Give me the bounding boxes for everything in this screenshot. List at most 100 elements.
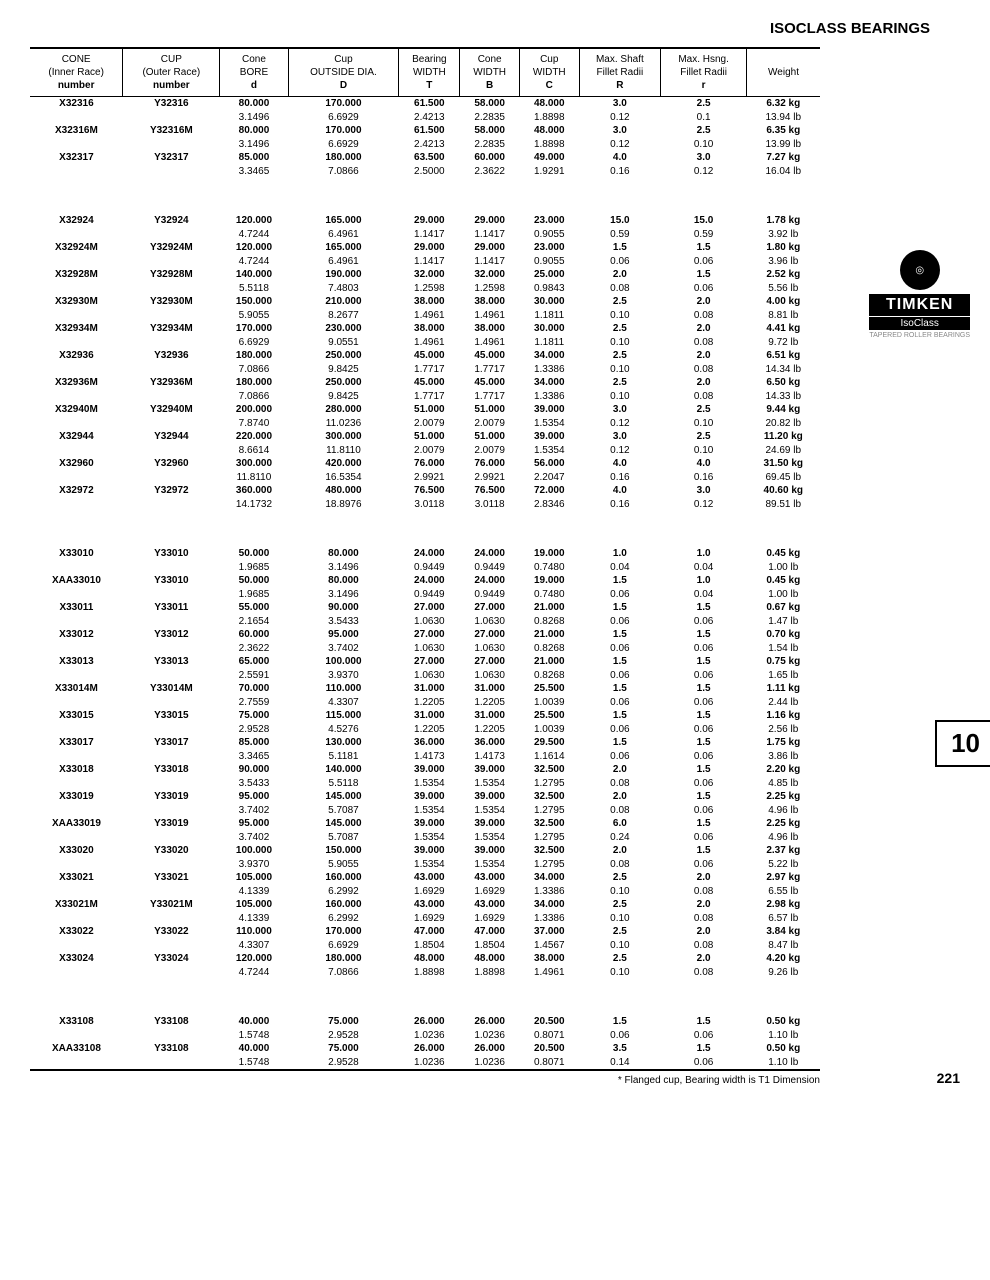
cell-value: 0.9055 — [519, 255, 579, 269]
cell-value: 1.5 — [579, 241, 661, 255]
cell-value: 1.5 — [661, 736, 747, 750]
cell-value: 6.35 kg — [747, 124, 820, 138]
cell-value: 1.65 lb — [747, 669, 820, 683]
cell-value: 1.5 — [661, 601, 747, 615]
cell-value: 0.06 — [661, 615, 747, 629]
cell-value: 1.00 lb — [747, 588, 820, 602]
cell-value: 5.5118 — [288, 777, 399, 791]
cone-number: X33012 — [30, 628, 123, 642]
cell-value: 1.9685 — [220, 588, 288, 602]
table-row: 8.661411.81102.00792.00791.53540.120.102… — [30, 444, 820, 458]
cell-value: 0.10 — [579, 363, 661, 377]
cell-value: 1.9291 — [519, 165, 579, 179]
cell-value: 32.000 — [460, 268, 520, 282]
cell-value: 1.2795 — [519, 831, 579, 845]
cell-value: 25.500 — [519, 709, 579, 723]
table-row: 3.74025.70871.53541.53541.27950.080.064.… — [30, 804, 820, 818]
cell-value: 1.5 — [661, 268, 747, 282]
brand-logo: ◎ TIMKEN IsoClass TAPERED ROLLER BEARING… — [869, 250, 970, 339]
cell-value: 32.000 — [399, 268, 460, 282]
cell-value: 58.000 — [460, 124, 520, 138]
cell-value: 9.26 lb — [747, 966, 820, 980]
cell-value: 80.000 — [288, 574, 399, 588]
cup-number: Y33108 — [123, 1042, 220, 1056]
cell-value: 3.5 — [579, 1042, 661, 1056]
cell-value: 15.0 — [661, 214, 747, 228]
cell-value: 1.0 — [661, 574, 747, 588]
cell-value: 3.3465 — [220, 165, 288, 179]
cell-value: 31.000 — [460, 709, 520, 723]
cell-value: 3.0 — [661, 151, 747, 165]
cell-value: 2.4213 — [399, 138, 460, 152]
cell-value: 29.000 — [399, 241, 460, 255]
cell-value: 2.9528 — [288, 1029, 399, 1043]
cell-value: 0.12 — [579, 417, 661, 431]
cell-value: 300.000 — [220, 457, 288, 471]
cell-value: 1.8898 — [460, 966, 520, 980]
cell-value: 1.5354 — [399, 804, 460, 818]
cell-value: 0.9449 — [460, 588, 520, 602]
cell-value: 50.000 — [220, 574, 288, 588]
cell-value: 0.04 — [579, 561, 661, 575]
cell-value: 32.500 — [519, 763, 579, 777]
cell-value: 0.06 — [579, 750, 661, 764]
cell-value: 2.5591 — [220, 669, 288, 683]
cell-value: 43.000 — [460, 871, 520, 885]
cell-value: 0.10 — [579, 885, 661, 899]
cell-value: 0.06 — [661, 642, 747, 656]
cone-number: XAA33019 — [30, 817, 123, 831]
cell-value: 0.08 — [579, 777, 661, 791]
cell-value: 0.9449 — [460, 561, 520, 575]
cell-value: 145.000 — [288, 790, 399, 804]
cell-value: 1.1417 — [399, 228, 460, 242]
cell-value: 0.8268 — [519, 642, 579, 656]
cup-number: Y32934M — [123, 322, 220, 336]
cell-value: 2.0 — [579, 790, 661, 804]
cell-value: 7.8740 — [220, 417, 288, 431]
table-row: 2.16543.54331.06301.06300.82680.060.061.… — [30, 615, 820, 629]
cell-value: 210.000 — [288, 295, 399, 309]
cell-value: 6.51 kg — [747, 349, 820, 363]
cell-value: 4.0 — [661, 457, 747, 471]
cell-value: 11.8110 — [220, 471, 288, 485]
cell-value: 0.10 — [661, 444, 747, 458]
cell-value: 1.7717 — [399, 390, 460, 404]
cell-value: 4.0 — [579, 457, 661, 471]
cell-value: 4.0 — [579, 151, 661, 165]
cell-value: 2.0 — [579, 268, 661, 282]
cell-value: 4.96 lb — [747, 804, 820, 818]
cell-value: 31.000 — [399, 709, 460, 723]
cell-value: 1.0236 — [460, 1029, 520, 1043]
column-header: ConeWIDTHB — [460, 48, 520, 97]
cell-value: 19.000 — [519, 574, 579, 588]
cell-value: 3.0 — [579, 124, 661, 138]
cell-value: 1.4961 — [399, 309, 460, 323]
cell-value: 1.47 lb — [747, 615, 820, 629]
cell-value: 51.000 — [460, 403, 520, 417]
cell-value: 1.5 — [579, 574, 661, 588]
cell-value: 29.500 — [519, 736, 579, 750]
cell-value: 6.32 kg — [747, 97, 820, 111]
cell-value: 43.000 — [399, 898, 460, 912]
table-row: X33021MY33021M105.000160.00043.00043.000… — [30, 898, 820, 912]
column-header: CUP(Outer Race)number — [123, 48, 220, 97]
cell-value: 95.000 — [288, 628, 399, 642]
spacer — [30, 178, 820, 214]
cell-value: 1.5354 — [460, 831, 520, 845]
cell-value: 480.000 — [288, 484, 399, 498]
cell-value: 55.000 — [220, 601, 288, 615]
cell-value: 1.00 lb — [747, 561, 820, 575]
cell-value: 6.6929 — [288, 138, 399, 152]
cell-value: 1.5748 — [220, 1029, 288, 1043]
cell-value: 0.7480 — [519, 588, 579, 602]
cone-number: X33108 — [30, 1015, 123, 1029]
cell-value: 1.5 — [579, 628, 661, 642]
cell-value: 1.75 kg — [747, 736, 820, 750]
cell-value: 1.1811 — [519, 309, 579, 323]
table-row: 3.34657.08662.50002.36221.92910.160.1216… — [30, 165, 820, 179]
spacer — [30, 979, 820, 1015]
cell-value: 0.59 — [579, 228, 661, 242]
cup-number: Y32924M — [123, 241, 220, 255]
cell-value: 76.500 — [399, 484, 460, 498]
cell-value: 1.4173 — [399, 750, 460, 764]
